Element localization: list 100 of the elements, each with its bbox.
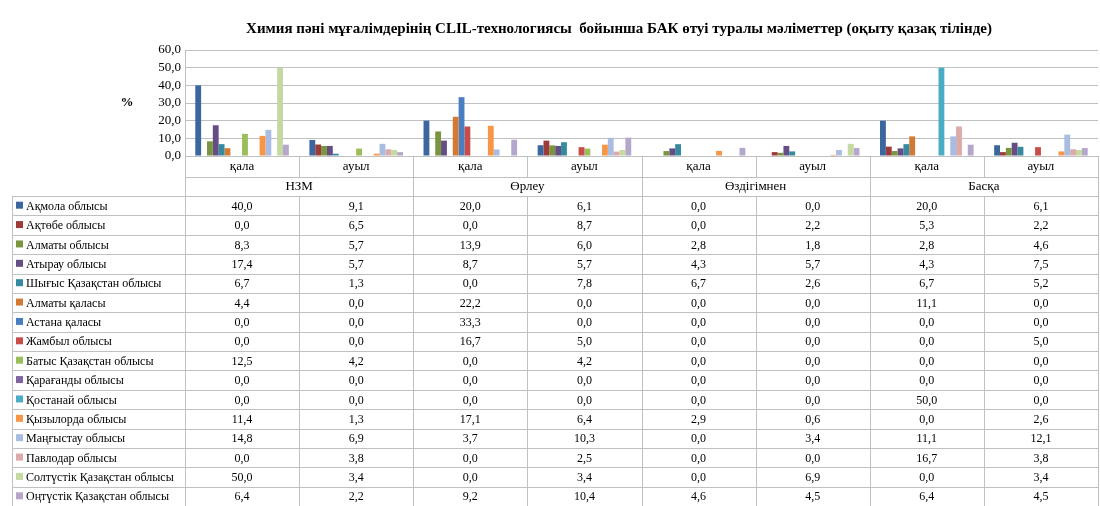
bar bbox=[1076, 149, 1082, 156]
data-label: 0,0 bbox=[462, 218, 478, 233]
legend-label: Қызылорда облысы bbox=[26, 411, 127, 426]
bar bbox=[555, 145, 562, 156]
x-tick-label: қала bbox=[458, 158, 483, 174]
data-label: 5,7 bbox=[805, 256, 821, 271]
data-label: 11,4 bbox=[231, 411, 253, 426]
data-label: 3,8 bbox=[1033, 450, 1049, 465]
data-label: 6,0 bbox=[576, 237, 592, 252]
data-label: 0,0 bbox=[348, 392, 364, 407]
data-label: 2,6 bbox=[1033, 411, 1049, 426]
bar bbox=[625, 137, 632, 156]
bar bbox=[663, 151, 670, 156]
x-tick-label: ауыл bbox=[342, 158, 371, 174]
data-label: 0,0 bbox=[805, 392, 821, 407]
data-label: 0,0 bbox=[919, 353, 935, 368]
chart-title: Химия пәні мұғалімдерінің CLIL-технологиясы бойынша БАК өтуі туралы мәліметтер (оқыту қазақ тілінде) bbox=[246, 19, 992, 37]
data-label: 1,3 bbox=[348, 276, 364, 291]
data-label: 0,0 bbox=[576, 295, 592, 310]
data-label: 0,0 bbox=[691, 392, 707, 407]
data-label: 6,7 bbox=[919, 276, 935, 291]
legend-label: Батыс Қазақстан облысы bbox=[26, 353, 154, 368]
data-label: 8,7 bbox=[462, 256, 478, 271]
data-label: 5,0 bbox=[1033, 334, 1049, 349]
data-label: 0,0 bbox=[919, 373, 935, 388]
bar bbox=[385, 149, 392, 156]
data-label: 0,0 bbox=[348, 315, 364, 330]
data-label: 0,0 bbox=[1033, 315, 1049, 330]
data-label: 6,7 bbox=[234, 276, 250, 291]
bar bbox=[561, 142, 567, 156]
bar bbox=[326, 145, 333, 156]
data-label: 5,7 bbox=[348, 237, 364, 252]
bar bbox=[1070, 149, 1077, 156]
data-label: 0,0 bbox=[462, 373, 478, 388]
x-tick-label: қала bbox=[914, 158, 940, 174]
data-label: 14,8 bbox=[231, 431, 253, 446]
data-label: 33,3 bbox=[459, 315, 481, 330]
legend-label: Атырау облысы bbox=[26, 256, 107, 271]
data-label: 11,1 bbox=[916, 431, 938, 446]
data-label: 0,0 bbox=[576, 392, 592, 407]
legend-label: Қостанай облысы bbox=[26, 392, 117, 407]
data-label: 6,9 bbox=[348, 431, 364, 446]
data-label: 13,9 bbox=[459, 237, 481, 252]
data-label: 0,0 bbox=[691, 373, 707, 388]
data-label: 12,5 bbox=[231, 353, 253, 368]
bar bbox=[549, 145, 556, 156]
data-label: 0,0 bbox=[805, 295, 821, 310]
data-label: 20,0 bbox=[916, 198, 938, 213]
legend-label: Ақтөбе облысы bbox=[26, 218, 106, 233]
data-label: 0,0 bbox=[462, 470, 478, 485]
bar bbox=[224, 148, 231, 156]
data-label: 0,0 bbox=[1033, 295, 1049, 310]
bar bbox=[853, 148, 860, 156]
bar bbox=[1011, 142, 1018, 156]
y-tick-label: 60,0 bbox=[158, 41, 181, 57]
data-label: 0,0 bbox=[462, 450, 478, 465]
data-label: 0,0 bbox=[234, 373, 250, 388]
bar bbox=[950, 136, 957, 156]
bar bbox=[669, 148, 676, 156]
data-label: 6,4 bbox=[919, 489, 935, 504]
bar bbox=[543, 140, 550, 156]
bar bbox=[613, 151, 620, 156]
bar bbox=[789, 151, 796, 156]
data-label: 4,2 bbox=[576, 353, 592, 368]
data-label: 0,0 bbox=[576, 373, 592, 388]
data-label: 0,0 bbox=[234, 450, 250, 465]
data-label: 3,4 bbox=[576, 470, 592, 485]
y-tick-label: 0,0 bbox=[164, 147, 181, 163]
data-label: 22,2 bbox=[459, 295, 481, 310]
data-label: 0,0 bbox=[348, 373, 364, 388]
data-label: 5,7 bbox=[576, 256, 592, 271]
x-tick-label: ауыл bbox=[571, 158, 599, 174]
bar bbox=[277, 67, 284, 156]
data-label: 2,2 bbox=[805, 218, 821, 233]
data-label: 0,0 bbox=[805, 450, 821, 465]
bar bbox=[452, 116, 459, 156]
bar bbox=[584, 148, 591, 156]
legend-label: Маңғыстау облысы bbox=[26, 431, 126, 446]
data-label: 8,7 bbox=[576, 218, 592, 233]
data-label: 0,0 bbox=[348, 295, 364, 310]
legend-label: Алматы облысы bbox=[26, 237, 109, 252]
data-label: 5,2 bbox=[1033, 276, 1049, 291]
bar bbox=[493, 149, 500, 156]
bar bbox=[397, 152, 403, 156]
bar bbox=[956, 126, 962, 156]
data-label: 6,7 bbox=[691, 276, 707, 291]
bar bbox=[777, 152, 784, 156]
bar bbox=[716, 150, 722, 156]
bar bbox=[1064, 134, 1071, 156]
data-label: 2,5 bbox=[576, 450, 592, 465]
data-label: 0,0 bbox=[805, 315, 821, 330]
data-label: 0,0 bbox=[691, 315, 707, 330]
bar bbox=[885, 146, 892, 156]
data-label: 0,0 bbox=[691, 353, 707, 368]
bar bbox=[356, 148, 363, 156]
data-label: 8,3 bbox=[234, 237, 250, 252]
bar bbox=[607, 137, 614, 156]
data-label: 4,6 bbox=[691, 489, 707, 504]
bar bbox=[1005, 147, 1012, 156]
x-tick-label: қала bbox=[686, 158, 712, 174]
